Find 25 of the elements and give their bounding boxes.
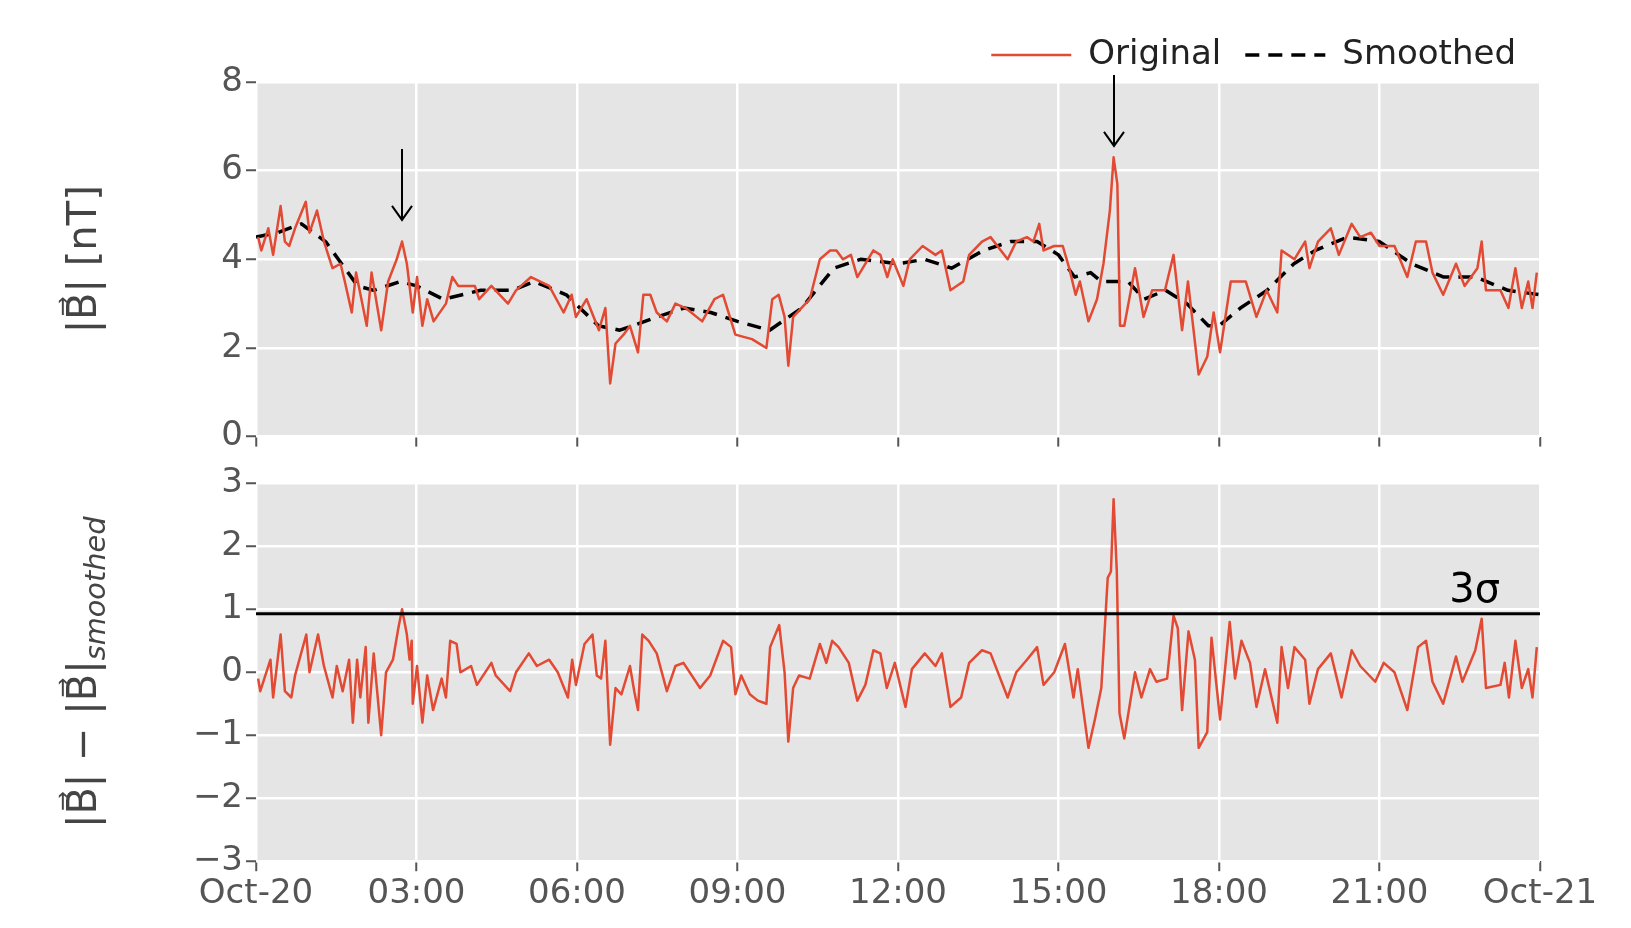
y-tick-label: 0 [221, 649, 243, 690]
y-tick-label: 0 [221, 413, 243, 454]
x-tick-label: Oct-21 [1482, 871, 1598, 912]
y-tick-label: 6 [221, 147, 243, 188]
y-tick-label: 8 [221, 58, 243, 99]
line-series [256, 222, 1540, 332]
x-tick-label: 06:00 [528, 871, 626, 912]
y-tick-label: −2 [192, 775, 243, 816]
legend-label: Original [1088, 31, 1222, 72]
x-tick-label: 03:00 [367, 871, 466, 912]
y-axis-title: |B⃗| [nT] [57, 185, 106, 334]
y-tick-label: 4 [221, 236, 243, 277]
y-tick-label: 1 [221, 586, 243, 627]
legend-label: Smoothed [1342, 31, 1516, 72]
x-tick-label: 21:00 [1330, 871, 1429, 912]
y-tick-label: −1 [192, 712, 243, 753]
ref-line-label: 3σ [1449, 565, 1500, 612]
y-tick-label: 3 [221, 460, 243, 501]
y-axis-title: |B⃗| − |B⃗|smoothed [57, 515, 112, 829]
y-tick-label: 2 [221, 324, 243, 365]
y-tick-label: 2 [221, 523, 243, 564]
x-tick-label: 18:00 [1170, 871, 1268, 912]
x-tick-label: 09:00 [688, 871, 787, 912]
x-tick-label: 15:00 [1009, 871, 1108, 912]
x-tick-label: 12:00 [849, 871, 947, 912]
